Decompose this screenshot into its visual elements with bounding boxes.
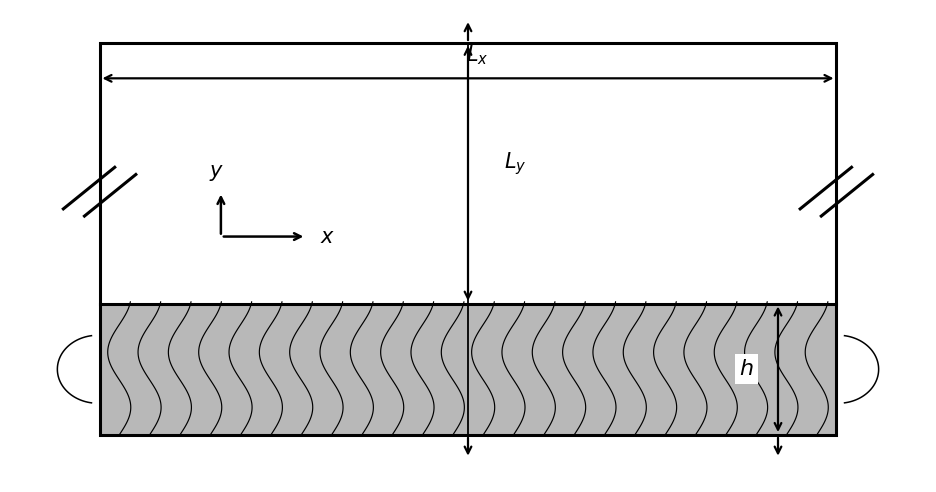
Text: $x$: $x$ <box>320 226 335 246</box>
Text: $L_y$: $L_y$ <box>504 151 526 177</box>
Text: $y$: $y$ <box>209 163 224 183</box>
Text: $L_x$: $L_x$ <box>466 43 489 66</box>
Bar <box>99 304 837 435</box>
Text: $h$: $h$ <box>739 358 753 380</box>
Bar <box>99 43 837 435</box>
